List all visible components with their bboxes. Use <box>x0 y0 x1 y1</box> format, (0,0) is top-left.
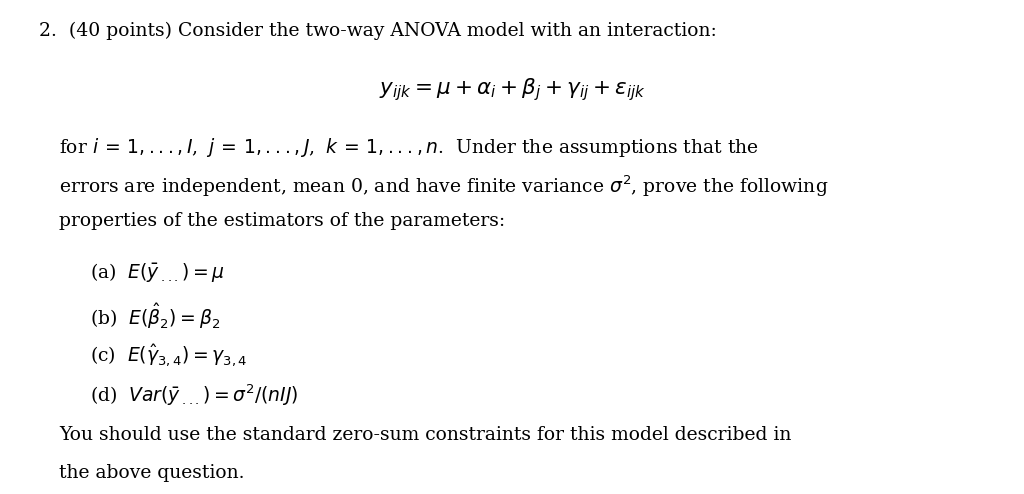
Text: errors are independent, mean 0, and have finite variance $\sigma^2$, prove the f: errors are independent, mean 0, and have… <box>59 174 828 200</box>
Text: 2.  (40 points) Consider the two-way ANOVA model with an interaction:: 2. (40 points) Consider the two-way ANOV… <box>39 22 717 41</box>
Text: (b)  $E(\hat{\beta}_2) = \beta_2$: (b) $E(\hat{\beta}_2) = \beta_2$ <box>90 301 220 331</box>
Text: for $i\, =\, 1, ..., I$, $\;j\, =\, 1, ..., J$, $\;k\, =\, 1, ..., n$.  Under th: for $i\, =\, 1, ..., I$, $\;j\, =\, 1, .… <box>59 136 759 159</box>
Text: $y_{ijk} = \mu + \alpha_i + \beta_j + \gamma_{ij} + \epsilon_{ijk}$: $y_{ijk} = \mu + \alpha_i + \beta_j + \g… <box>379 77 645 103</box>
Text: You should use the standard zero-sum constraints for this model described in: You should use the standard zero-sum con… <box>59 426 792 444</box>
Text: (a)  $E(\bar{y}_{\,...}) = \mu$: (a) $E(\bar{y}_{\,...}) = \mu$ <box>90 261 224 284</box>
Text: (d)  $\mathit{Var}(\bar{y}_{\,...}) = \sigma^2/(nIJ)$: (d) $\mathit{Var}(\bar{y}_{\,...}) = \si… <box>90 382 298 408</box>
Text: properties of the estimators of the parameters:: properties of the estimators of the para… <box>59 212 506 230</box>
Text: the above question.: the above question. <box>59 464 245 482</box>
Text: (c)  $E(\hat{\gamma}_{3,4}) = \gamma_{3,4}$: (c) $E(\hat{\gamma}_{3,4}) = \gamma_{3,4… <box>90 342 248 368</box>
